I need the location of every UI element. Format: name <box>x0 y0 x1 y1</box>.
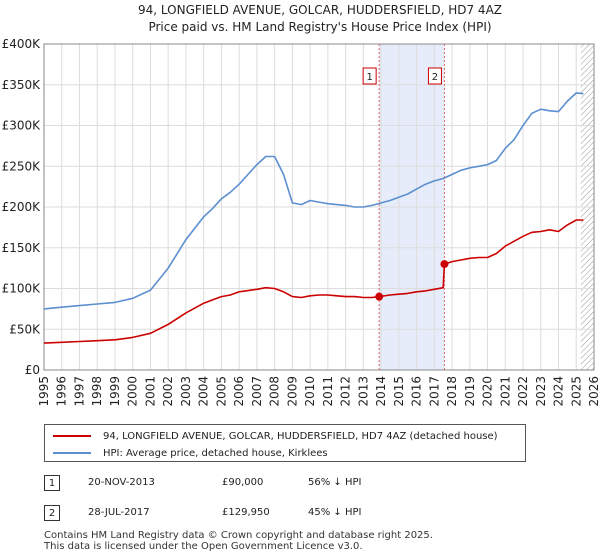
transaction-row: 2 28-JUL-2017 £129,950 45% ↓ HPI <box>44 505 564 523</box>
x-tick-label: 2018 <box>445 376 459 407</box>
x-tick-label: 2025 <box>569 376 583 407</box>
x-tick-label: 2012 <box>339 376 353 407</box>
y-tick-label: £50K <box>9 322 41 336</box>
transaction-point <box>440 260 449 269</box>
legend-label-property: 94, LONGFIELD AVENUE, GOLCAR, HUDDERSFIE… <box>103 430 498 442</box>
transaction-price: £129,950 <box>222 507 270 518</box>
transaction-hpi-delta: 45% ↓ HPI <box>308 507 362 518</box>
x-tick-label: 2006 <box>232 376 246 407</box>
price-chart: 94, LONGFIELD AVENUE, GOLCAR, HUDDERSFIE… <box>2 3 600 407</box>
transaction-hpi-delta: 56% ↓ HPI <box>308 477 362 488</box>
x-tick-label: 2011 <box>321 376 335 407</box>
y-tick-label: £350K <box>2 78 42 92</box>
x-tick-label: 1995 <box>37 376 51 407</box>
legend: 94, LONGFIELD AVENUE, GOLCAR, HUDDERSFIE… <box>44 424 526 462</box>
x-tick-label: 2022 <box>516 376 530 407</box>
transaction-marker-label: 2 <box>432 72 438 83</box>
plot-border <box>43 43 595 371</box>
x-tick-label: 2009 <box>285 376 299 407</box>
transaction-badge: 2 <box>44 505 60 521</box>
x-tick-label: 2017 <box>427 376 441 407</box>
x-tick-label: 2021 <box>498 376 512 407</box>
y-tick-label: £250K <box>2 159 42 173</box>
x-tick-label: 2007 <box>250 376 264 407</box>
x-tick-label: 1997 <box>72 376 86 407</box>
transaction-date: 20-NOV-2013 <box>88 477 155 488</box>
transaction-badge: 1 <box>44 475 60 491</box>
x-tick-label: 2020 <box>481 376 495 407</box>
x-tick-label: 2024 <box>552 376 566 407</box>
transaction-date: 28-JUL-2017 <box>88 507 150 518</box>
attribution-line-1: Contains HM Land Registry data © Crown c… <box>44 530 433 541</box>
transaction-price: £90,000 <box>222 477 264 488</box>
y-tick-label: £200K <box>2 200 42 214</box>
property-series-line <box>43 219 584 344</box>
transaction-marker-label: 1 <box>366 72 372 83</box>
x-tick-label: 2000 <box>126 376 140 407</box>
x-tick-label: 2019 <box>463 376 477 407</box>
legend-label-hpi: HPI: Average price, detached house, Kirk… <box>103 447 328 459</box>
x-tick-label: 2016 <box>410 376 424 407</box>
x-tick-label: 2010 <box>303 376 317 407</box>
x-tick-label: 2023 <box>534 376 548 407</box>
x-tick-label: 2008 <box>268 376 282 407</box>
y-tick-label: £100K <box>2 282 42 296</box>
x-tick-label: 2002 <box>161 376 175 407</box>
y-tick-label: £0 <box>25 363 40 377</box>
transaction-marker-box <box>427 67 442 85</box>
x-tick-label: 2004 <box>197 376 211 407</box>
attribution-line-2: This data is licensed under the Open Gov… <box>44 541 363 552</box>
attribution: Contains HM Land Registry data © Crown c… <box>44 530 433 552</box>
x-tick-label: 2001 <box>143 376 157 407</box>
transaction-point <box>375 292 384 301</box>
x-tick-label: 2005 <box>214 376 228 407</box>
x-tick-label: 2014 <box>374 376 388 407</box>
x-tick-label: 1998 <box>90 376 104 407</box>
legend-swatch-hpi <box>53 452 91 454</box>
x-tick-label: 2003 <box>179 376 193 407</box>
legend-item-hpi: HPI: Average price, detached house, Kirk… <box>53 445 328 461</box>
x-tick-label: 2026 <box>587 376 600 407</box>
x-tick-label: 1999 <box>108 376 122 407</box>
y-tick-label: £300K <box>2 119 42 133</box>
chart-title: 94, LONGFIELD AVENUE, GOLCAR, HUDDERSFIE… <box>138 3 502 17</box>
hpi-series-line <box>43 92 584 310</box>
transaction-marker-box <box>362 67 377 85</box>
x-tick-label: 1996 <box>55 376 69 407</box>
y-tick-label: £150K <box>2 241 42 255</box>
legend-swatch-property <box>53 435 91 437</box>
x-tick-label: 2013 <box>356 376 370 407</box>
y-tick-label: £400K <box>2 37 42 51</box>
chart-subtitle: Price paid vs. HM Land Registry's House … <box>148 20 491 34</box>
x-tick-label: 2015 <box>392 376 406 407</box>
transaction-row: 1 20-NOV-2013 £90,000 56% ↓ HPI <box>44 475 564 493</box>
legend-item-property: 94, LONGFIELD AVENUE, GOLCAR, HUDDERSFIE… <box>53 428 498 444</box>
